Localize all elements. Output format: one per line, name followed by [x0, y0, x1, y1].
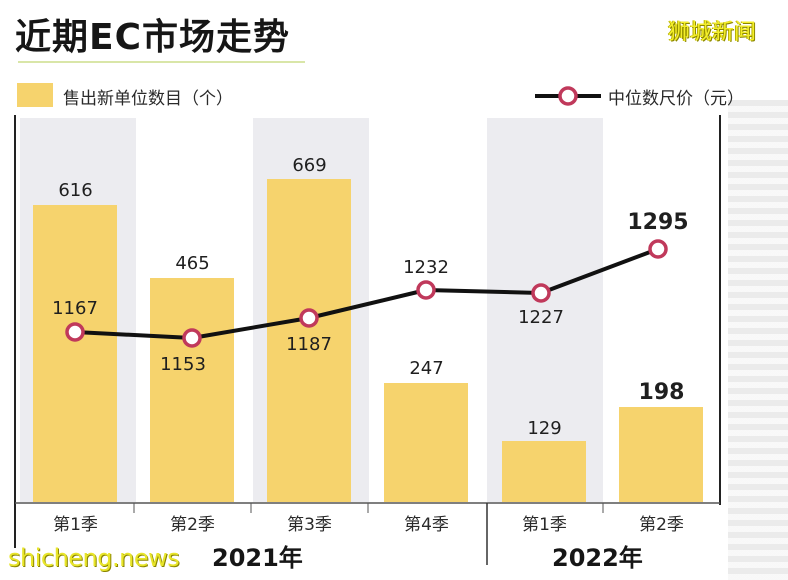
year-group-label-2021: 2021年	[212, 544, 303, 572]
legend-line-marker-icon	[535, 86, 601, 106]
line-markers	[65, 239, 668, 348]
bar-value-label: 129	[527, 418, 562, 439]
bar-value-label: 465	[175, 253, 210, 274]
marker-2021-q1	[65, 322, 85, 342]
x-tick-label: 第2季	[170, 515, 215, 535]
legend-bar-swatch	[17, 83, 53, 107]
line-value-label: 1232	[403, 257, 449, 278]
median-price-line	[74, 247, 659, 340]
bar-value-label: 247	[409, 358, 444, 379]
x-tick-label: 第1季	[522, 515, 567, 535]
bar-2022-q1	[502, 441, 586, 502]
decorative-building-image	[728, 100, 788, 580]
bar-2021-q1	[33, 205, 117, 502]
bar-2021-q3	[267, 179, 351, 502]
line-value-label: 1227	[518, 307, 564, 328]
line-value-label: 1295	[627, 210, 689, 235]
legend-bar-label: 售出新单位数目（个）	[63, 89, 233, 109]
bar-value-label: 669	[292, 155, 327, 176]
marker-2022-q2	[648, 239, 668, 259]
legend-line-label: 中位数尺价（元）	[608, 89, 744, 109]
marker-2021-q2	[182, 328, 202, 348]
year-group-label-2022: 2022年	[552, 544, 643, 572]
watermark-brand-cn: 狮城新闻	[668, 20, 757, 45]
title-underline	[18, 61, 305, 63]
line-value-label: 1167	[52, 298, 98, 319]
watermark-url: shicheng.news	[8, 544, 180, 572]
marker-2021-q4	[416, 280, 436, 300]
bar-value-label: 616	[58, 180, 93, 201]
bar-2021-q4	[384, 383, 468, 502]
chart-title: 近期EC市场走势	[15, 17, 291, 58]
marker-2021-q3	[299, 308, 319, 328]
bar-value-label: 198	[638, 380, 685, 405]
bar-2021-q2	[150, 278, 234, 502]
x-tick-label: 第3季	[287, 515, 332, 535]
bar-2022-q2	[619, 407, 703, 502]
column-shade	[487, 118, 603, 502]
x-tick-label: 第1季	[53, 515, 98, 535]
line-value-label: 1187	[286, 334, 332, 355]
marker-2022-q1	[531, 283, 551, 303]
x-tick-label: 第4季	[404, 515, 449, 535]
line-value-label: 1153	[160, 354, 206, 375]
x-tick-label: 第2季	[639, 515, 684, 535]
